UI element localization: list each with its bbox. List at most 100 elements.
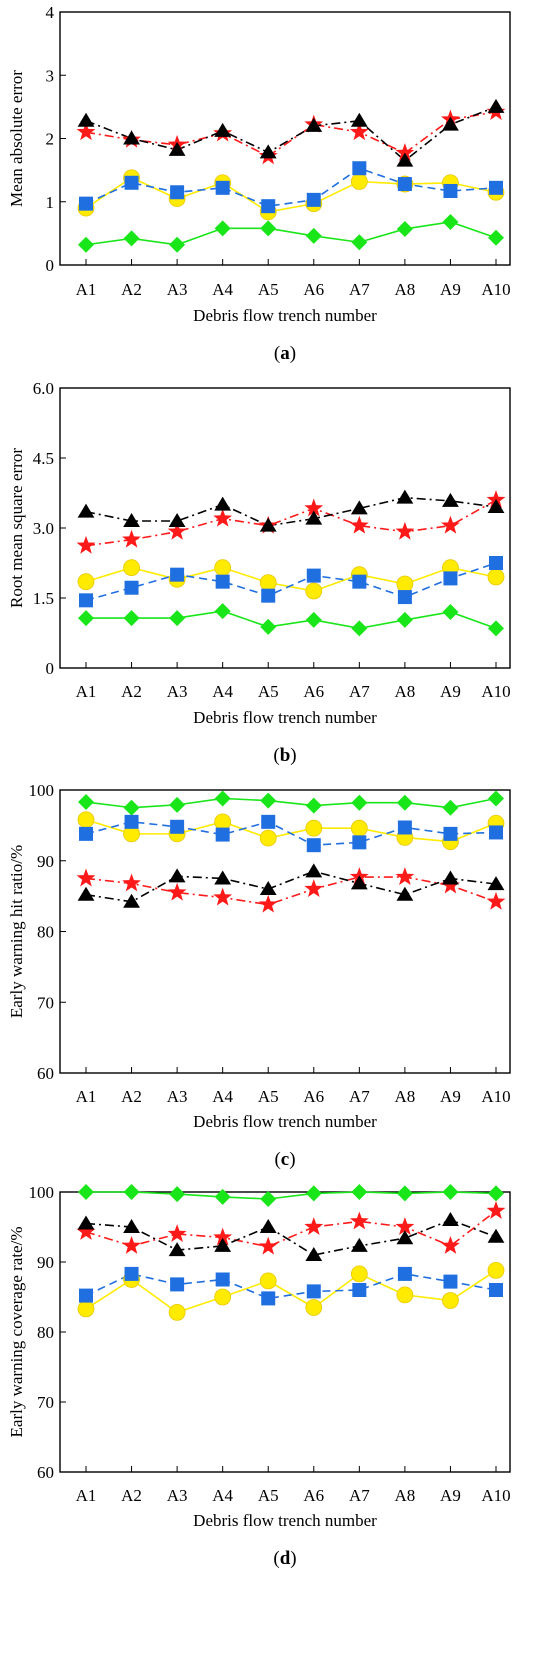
y-tick-label: 80 [37,923,54,942]
series-line-circle [85,176,497,213]
data-point-star [76,1222,96,1240]
data-point-circle [487,568,505,586]
data-point-circle [487,1262,505,1279]
chart-panel-3: 60 70 80 90 100 A1 A2 A3 A4 A5 A6 A7 A8 A9 A10 Debris f… [7,781,511,1170]
data-point-square [489,1283,503,1297]
data-point-square [215,574,230,589]
data-point-diamond [396,611,413,628]
x-tick-label: A2 [121,280,142,299]
data-point-triangle [214,870,232,885]
data-point-diamond [442,1184,459,1200]
data-point-star [486,891,506,910]
data-point-star [213,508,233,527]
x-tick-label: A9 [440,280,461,299]
data-point-square [306,838,321,853]
x-tick-label: A1 [76,1087,97,1106]
x-tick-label: A1 [76,280,97,299]
panel-caption: (c) [274,1149,295,1170]
chart-panel-2: 0 1.5 3.0 4.5 6.0 A1 A2 A3 A4 A5 A6 A7 A8 A9 A10 Debris… [7,379,511,766]
data-point-triangle [350,112,368,127]
data-point-star [76,122,96,141]
data-point-square [79,826,93,841]
x-axis-title: Debris flow trench number [193,1511,377,1530]
y-tick-label: 3.0 [33,519,54,538]
data-point-diamond [305,797,322,814]
data-point-square [124,814,139,829]
data-point-diamond [169,1186,186,1203]
data-point-circle [442,1292,459,1309]
y-tick-label: 60 [37,1463,54,1482]
data-point-triangle [487,1228,505,1243]
y-tick-label: 0 [46,659,55,678]
x-tick-label: A8 [394,1486,415,1505]
x-tick-label: A5 [258,280,279,299]
y-tick-label: 6.0 [33,379,54,398]
data-point-diamond [488,229,504,246]
data-point-triangle [396,886,414,901]
data-point-triangle [305,1247,323,1261]
data-point-square [397,177,412,192]
x-tick-label: A10 [481,682,510,701]
data-point-triangle [305,510,323,525]
data-point-triangle [168,141,186,156]
data-point-diamond [351,620,368,637]
y-tick-label: 100 [29,1183,55,1202]
data-point-diamond [305,1185,322,1202]
data-point-circle [305,582,323,600]
data-point-diamond [396,1185,413,1202]
y-tick-label: 90 [37,852,54,871]
x-tick-label: A3 [167,280,188,299]
data-point-diamond [351,1184,368,1200]
data-point-star [258,1236,278,1255]
data-point-circle [396,1286,414,1304]
data-point-square [261,814,276,829]
data-point-star [258,894,278,913]
x-tick-label: A6 [303,682,324,701]
data-point-triangle [442,492,459,507]
data-point-diamond [260,220,277,237]
data-point-star [122,1236,141,1254]
data-point-square [306,568,321,583]
data-point-square [79,196,93,211]
data-point-star [349,122,369,141]
y-tick-label: 1 [46,193,55,212]
x-tick-label: A8 [394,682,415,701]
plot-frame [59,387,511,669]
series-line-star [85,876,497,906]
data-point-square [306,192,321,207]
y-tick-label: 90 [37,1253,54,1272]
x-tick-label: A9 [440,1087,461,1106]
data-point-diamond [260,1191,277,1207]
y-axis-title: Early warning hit ratio/% [7,845,26,1018]
series-line-triangle [85,870,497,903]
series-line-square [85,1273,497,1300]
x-tick-label: A5 [258,1087,279,1106]
series-line-circle [85,566,497,592]
data-point-circle [259,574,277,591]
data-point-star [213,1227,233,1246]
series-line-star [85,1210,497,1248]
data-point-triangle [214,496,232,511]
data-point-star [122,873,141,892]
x-tick-label: A4 [212,682,233,701]
data-point-triangle [487,876,505,891]
data-point-triangle [305,863,323,878]
data-point-diamond [488,790,504,807]
data-point-circle [214,1288,232,1306]
data-point-star [441,875,460,894]
data-point-star [395,1217,415,1236]
data-point-triangle [259,1219,277,1233]
x-tick-label: A2 [121,1087,142,1106]
data-point-triangle [123,1219,140,1233]
chart-panel-1: 0 1 2 3 4 A1 A2 A3 A4 A5 A6 A7 A8 A9 A10 Debris flow tr… [7,3,511,364]
data-point-star [395,143,415,162]
data-point-square [443,571,458,586]
data-point-triangle [168,868,186,883]
series-line-triangle [85,1219,497,1256]
data-point-triangle [259,517,277,532]
data-point-circle [350,819,368,837]
data-point-triangle [442,116,459,131]
series-line-square [85,167,497,208]
x-tick-label: A7 [349,682,370,701]
x-tick-label: A4 [212,280,233,299]
